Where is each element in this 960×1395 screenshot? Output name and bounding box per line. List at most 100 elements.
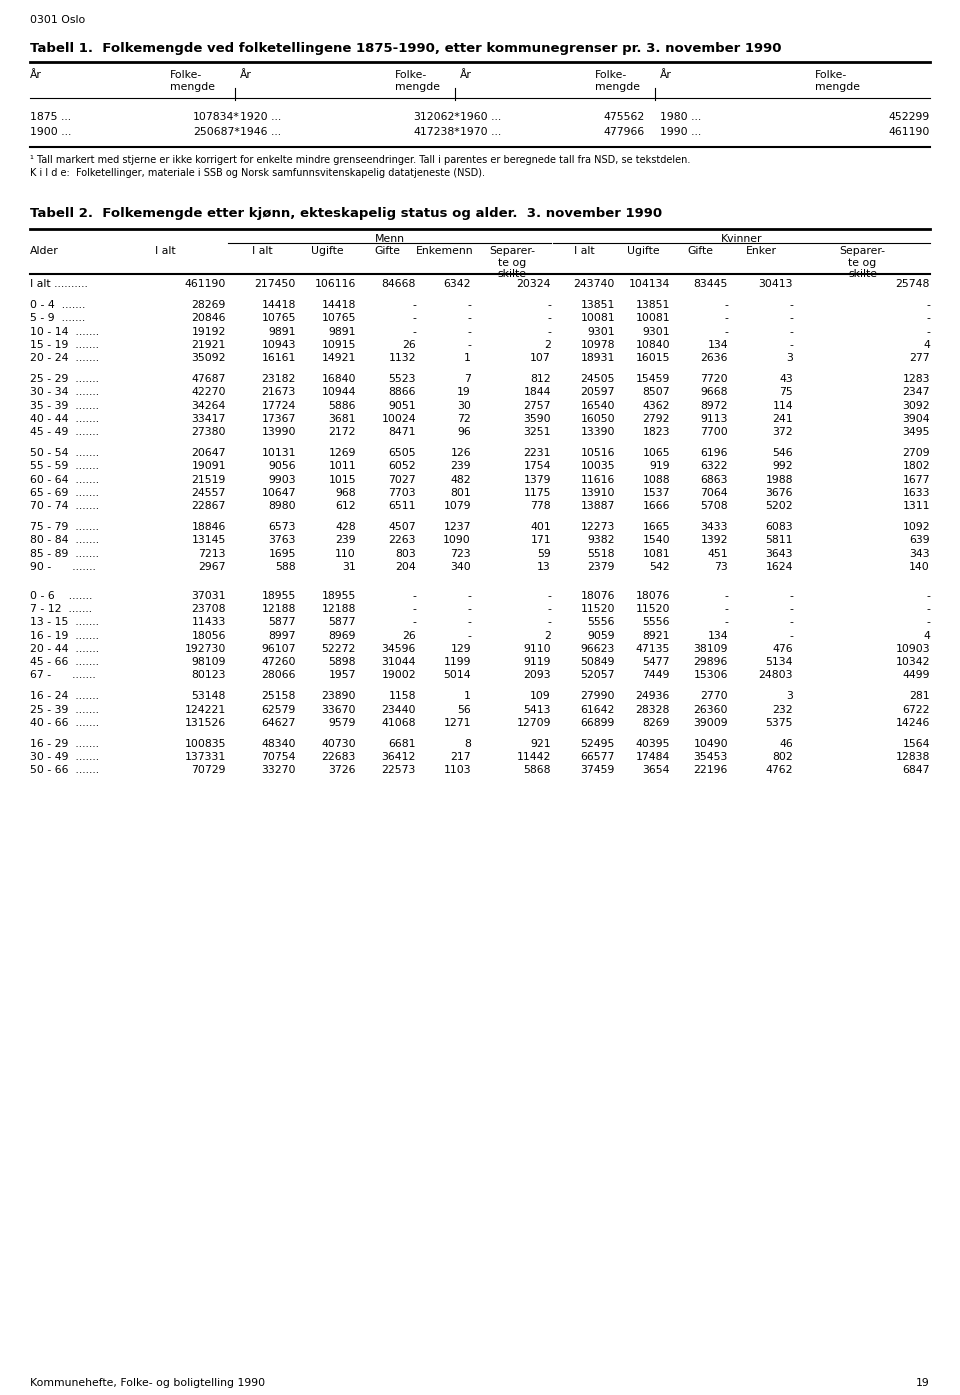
- Text: 23708: 23708: [191, 604, 226, 614]
- Text: 477966: 477966: [604, 127, 645, 137]
- Text: 20647: 20647: [191, 448, 226, 458]
- Text: 7449: 7449: [642, 670, 670, 681]
- Text: 15459: 15459: [636, 374, 670, 384]
- Text: 46: 46: [780, 739, 793, 749]
- Text: 2263: 2263: [389, 536, 416, 545]
- Text: 3763: 3763: [269, 536, 296, 545]
- Text: 22196: 22196: [694, 766, 728, 776]
- Text: 5556: 5556: [642, 618, 670, 628]
- Text: 250687*: 250687*: [193, 127, 240, 137]
- Text: 812: 812: [530, 374, 551, 384]
- Text: 1103: 1103: [444, 766, 471, 776]
- Text: 992: 992: [773, 462, 793, 472]
- Text: 2770: 2770: [701, 692, 728, 702]
- Text: 62579: 62579: [262, 704, 296, 714]
- Text: 10840: 10840: [636, 340, 670, 350]
- Text: -: -: [412, 300, 416, 310]
- Text: 5886: 5886: [328, 400, 356, 410]
- Text: Separer-
te og
skilte: Separer- te og skilte: [839, 246, 885, 279]
- Text: År: År: [660, 70, 672, 80]
- Text: 70 - 74  .......: 70 - 74 .......: [30, 501, 99, 511]
- Text: 2347: 2347: [902, 388, 930, 398]
- Text: 7700: 7700: [700, 427, 728, 437]
- Text: 3590: 3590: [523, 414, 551, 424]
- Text: 217: 217: [450, 752, 471, 762]
- Text: 968: 968: [335, 488, 356, 498]
- Text: 5556: 5556: [588, 618, 615, 628]
- Text: 20 - 24  .......: 20 - 24 .......: [30, 353, 99, 363]
- Text: 1090: 1090: [444, 536, 471, 545]
- Text: Kommunehefte, Folke- og boligtelling 1990: Kommunehefte, Folke- og boligtelling 199…: [30, 1378, 265, 1388]
- Text: 9903: 9903: [269, 474, 296, 484]
- Text: 126: 126: [450, 448, 471, 458]
- Text: ¹ Tall markert med stjerne er ikke korrigert for enkelte mindre grenseendringer.: ¹ Tall markert med stjerne er ikke korri…: [30, 155, 690, 165]
- Text: 64627: 64627: [262, 718, 296, 728]
- Text: 16015: 16015: [636, 353, 670, 363]
- Text: År: År: [30, 70, 42, 80]
- Text: 1540: 1540: [642, 536, 670, 545]
- Text: Gifte: Gifte: [687, 246, 713, 257]
- Text: 12188: 12188: [262, 604, 296, 614]
- Text: -: -: [789, 591, 793, 601]
- Text: 23182: 23182: [262, 374, 296, 384]
- Text: 8997: 8997: [269, 631, 296, 640]
- Text: 1957: 1957: [328, 670, 356, 681]
- Text: 23440: 23440: [381, 704, 416, 714]
- Text: 2: 2: [544, 631, 551, 640]
- Text: 1088: 1088: [642, 474, 670, 484]
- Text: 7 - 12  .......: 7 - 12 .......: [30, 604, 92, 614]
- Text: 3643: 3643: [765, 548, 793, 558]
- Text: 25748: 25748: [896, 279, 930, 289]
- Text: 28269: 28269: [192, 300, 226, 310]
- Text: 35 - 39  .......: 35 - 39 .......: [30, 400, 99, 410]
- Text: 1802: 1802: [902, 462, 930, 472]
- Text: 41068: 41068: [381, 718, 416, 728]
- Text: 24505: 24505: [581, 374, 615, 384]
- Text: 482: 482: [450, 474, 471, 484]
- Text: 10131: 10131: [261, 448, 296, 458]
- Text: Separer-
te og
skilte: Separer- te og skilte: [489, 246, 535, 279]
- Text: 27380: 27380: [191, 427, 226, 437]
- Text: 803: 803: [396, 548, 416, 558]
- Text: 14418: 14418: [262, 300, 296, 310]
- Text: -: -: [547, 314, 551, 324]
- Text: 1269: 1269: [328, 448, 356, 458]
- Text: 1132: 1132: [389, 353, 416, 363]
- Text: 70729: 70729: [191, 766, 226, 776]
- Text: 98109: 98109: [191, 657, 226, 667]
- Text: 80 - 84  .......: 80 - 84 .......: [30, 536, 99, 545]
- Text: 22683: 22683: [322, 752, 356, 762]
- Text: 2: 2: [544, 340, 551, 350]
- Text: 9113: 9113: [701, 414, 728, 424]
- Text: 3726: 3726: [328, 766, 356, 776]
- Text: 588: 588: [276, 562, 296, 572]
- Text: 8471: 8471: [389, 427, 416, 437]
- Text: 43: 43: [780, 374, 793, 384]
- Text: 26360: 26360: [693, 704, 728, 714]
- Text: 0 - 4  .......: 0 - 4 .......: [30, 300, 85, 310]
- Text: 10765: 10765: [322, 314, 356, 324]
- Text: 475562: 475562: [604, 112, 645, 121]
- Text: 476: 476: [773, 644, 793, 654]
- Text: 20597: 20597: [581, 388, 615, 398]
- Text: 2967: 2967: [199, 562, 226, 572]
- Text: 109: 109: [530, 692, 551, 702]
- Text: -: -: [412, 618, 416, 628]
- Text: 1946 ...: 1946 ...: [240, 127, 281, 137]
- Text: 22867: 22867: [192, 501, 226, 511]
- Text: 124221: 124221: [184, 704, 226, 714]
- Text: 40730: 40730: [322, 739, 356, 749]
- Text: 4: 4: [924, 631, 930, 640]
- Text: 66577: 66577: [581, 752, 615, 762]
- Text: 37031: 37031: [191, 591, 226, 601]
- Text: 19192: 19192: [192, 326, 226, 336]
- Text: 21519: 21519: [192, 474, 226, 484]
- Text: -: -: [789, 326, 793, 336]
- Text: -: -: [926, 604, 930, 614]
- Text: 30413: 30413: [758, 279, 793, 289]
- Text: 2379: 2379: [588, 562, 615, 572]
- Text: 13145: 13145: [192, 536, 226, 545]
- Text: 10342: 10342: [896, 657, 930, 667]
- Text: 84668: 84668: [382, 279, 416, 289]
- Text: 60 - 64  .......: 60 - 64 .......: [30, 474, 99, 484]
